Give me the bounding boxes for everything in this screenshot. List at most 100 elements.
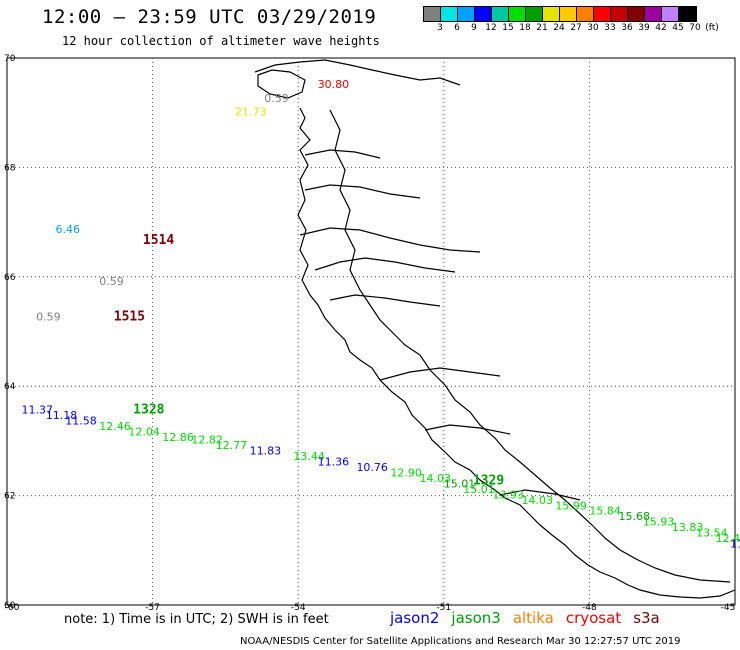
lat-tick-label: 60 [4,601,16,611]
swh-value: 15.99 [555,499,587,512]
fjord-5 [304,184,421,199]
fjord-8 [499,489,581,501]
fjord-2 [314,257,456,273]
lon-tick-label: -48 [582,603,597,613]
swh-value: 11.58 [65,414,97,427]
satellite-legend: jason2 jason3 altika cryosat s3a [390,609,672,627]
legend-swatch [645,7,662,21]
credit-line: NOAA/NESDIS Center for Satellite Applica… [240,636,681,647]
legend-swatch [509,7,526,21]
satellite-legend-item: jason2 [390,609,440,627]
lon-tick-label: -54 [291,603,306,613]
legend-swatch [662,7,679,21]
legend-label: 45 [672,23,684,33]
lat-tick-label: 70 [4,54,16,64]
satellite-legend-item: altika [512,609,554,627]
legend-swatch [594,7,611,21]
coastline-main [297,107,736,599]
swh-value: 0.59 [264,92,289,105]
map-frame [6,57,736,606]
swh-value: 11.37 [22,404,53,417]
swh-value: 0.59 [36,311,61,324]
swh-value: 12.04 [128,425,160,438]
disko-island [257,69,306,99]
legend-label: 15 [502,23,514,33]
fjord-6 [304,149,381,159]
swh-value: 6.46 [56,223,81,236]
legend-label: 18 [519,23,531,33]
swh-value: 10.76 [356,461,388,474]
swh-value: 12.86 [162,431,194,444]
swh-observations: 30.800.5921.736.460.590.5911.3711.1811.5… [22,78,740,551]
legend-label: 36 [621,23,633,33]
pass-number: 1328 [133,403,164,418]
lat-tick-label: 68 [4,163,16,173]
swh-value: 12.46 [99,420,131,433]
legend-swatch [611,7,628,21]
lat-tick-label: 66 [4,273,16,283]
swh-value: 12.90 [390,466,422,479]
swh-value: 11.36 [318,456,350,469]
lat-tick-label: 64 [4,382,16,392]
pass-labels: 15141515132813291330 [114,233,504,489]
swh-value: 12.77 [216,439,248,452]
legend-swatch [577,7,594,21]
swh-value: 13.83 [672,521,704,534]
greenland-coastline [254,59,736,599]
coastline-north [254,59,461,86]
lat-tick-label: 62 [4,492,15,502]
fjord-3 [329,294,441,307]
satellite-legend-item: s3a [633,609,660,627]
swh-value: 21.73 [235,105,267,118]
lon-tick-label: -51 [436,603,451,613]
swh-value: 13.93 [492,488,524,501]
axis-labels: -60 -57 -54 -51 -48 -45 70 68 66 64 62 60 [4,54,735,613]
legend-swatch [475,7,492,21]
color-scale-labels: 3 6 9 12 15 18 21 24 27 30 33 36 39 42 45 70 (ft) [423,23,740,35]
swh-value: 15.01 [444,477,476,490]
lon-tick-label: -45 [721,603,736,613]
swh-value: 30.80 [318,78,350,91]
swh-value: 15.01 [463,483,495,496]
fjord-7 [424,424,511,435]
coastline-inner [329,109,731,583]
legend-swatch [679,7,696,21]
legend-swatch [526,7,543,21]
legend-label: (ft) [705,23,719,33]
legend-swatch [441,7,458,21]
legend-label: 6 [454,23,460,33]
swh-value: 14.03 [521,494,553,507]
legend-swatch [458,7,475,21]
swh-value: 11.83 [250,445,282,458]
pass-number: 1514 [143,233,174,248]
lon-tick-label: -60 [5,603,20,613]
swh-value: 12.82 [191,434,223,447]
legend-swatch [492,7,509,21]
legend-label: 42 [655,23,667,33]
page-title: 12:00 – 23:59 UTC 03/29/2019 [42,6,377,28]
legend-swatch [424,7,441,21]
legend-label: 9 [471,23,477,33]
legend-label: 12 [485,23,497,33]
legend-label: 33 [604,23,616,33]
satellite-legend-item: jason3 [451,609,501,627]
footnote: note: 1) Time is in UTC; 2) SWH is in fe… [64,612,329,627]
legend-swatch [543,7,560,21]
pass-number: 1515 [114,310,145,325]
swh-value: 13.54 [696,527,728,540]
fjord-1 [299,227,481,253]
legend-swatch [628,7,645,21]
legend-label: 3 [437,23,443,33]
legend-label: 70 [689,23,701,33]
swh-value: 12.41 [716,532,740,545]
swh-value: 15.93 [643,516,675,529]
swh-value: 0.59 [99,275,124,288]
swh-value: 11.61 [730,538,740,551]
legend-swatch [560,7,577,21]
legend-label: 27 [570,23,582,33]
fjord-4 [379,367,501,381]
swh-value: 11.18 [46,409,78,422]
legend-label: 24 [553,23,565,33]
color-scale-legend [423,6,697,22]
